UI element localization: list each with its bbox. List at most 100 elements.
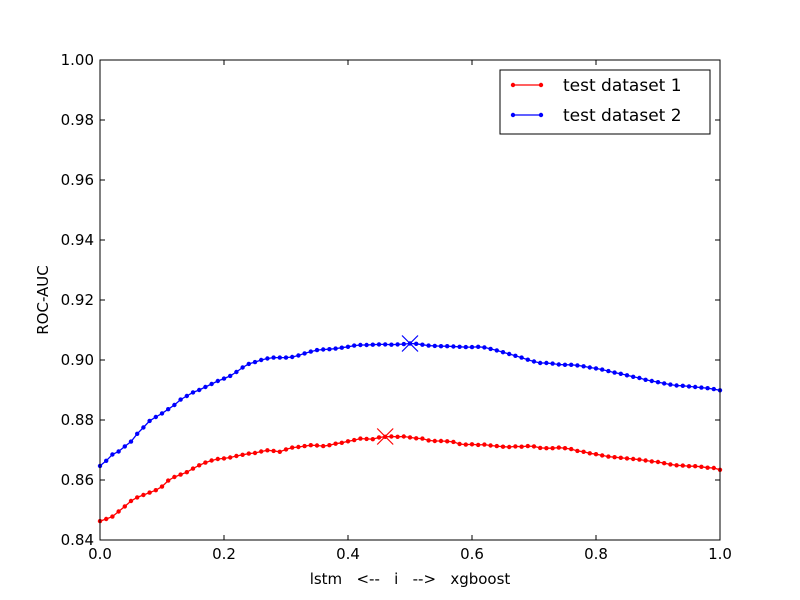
data-point (593, 452, 599, 457)
y-tick-label: 0.84 (61, 531, 94, 549)
data-point (370, 342, 375, 347)
data-point (314, 347, 320, 353)
data-point (128, 498, 134, 504)
data-point (221, 456, 227, 461)
data-point (104, 516, 109, 522)
data-point (259, 357, 264, 363)
data-point (606, 454, 611, 459)
data-point (110, 514, 115, 519)
data-point (488, 346, 493, 352)
data-point (674, 383, 679, 388)
data-point (587, 365, 592, 370)
data-point (500, 350, 506, 355)
data-point (104, 458, 109, 463)
data-point (277, 355, 282, 360)
legend-marker-dataset-1 (510, 82, 516, 88)
data-point (438, 438, 444, 444)
data-point (711, 465, 716, 471)
data-point (135, 495, 140, 500)
data-point (197, 387, 202, 393)
y-tick-label: 0.86 (61, 471, 94, 489)
y-tick-label: 0.98 (61, 111, 94, 129)
data-point (184, 470, 189, 475)
x-tick-label: 0.2 (212, 545, 236, 563)
data-point (624, 373, 630, 378)
data-point (228, 455, 233, 460)
data-point (649, 459, 654, 464)
data-point (296, 353, 301, 358)
data-point (699, 464, 704, 469)
data-point (699, 385, 704, 390)
data-point (476, 344, 481, 349)
data-point (538, 445, 543, 451)
data-point (259, 449, 264, 454)
data-point (228, 373, 233, 379)
data-point (135, 431, 140, 436)
data-point (277, 449, 282, 454)
data-point (618, 455, 623, 460)
x-axis-label: lstm <-- i --> xgboost (310, 570, 511, 588)
data-point (110, 452, 115, 457)
data-point (420, 342, 425, 347)
data-point (513, 353, 518, 358)
data-point (116, 449, 121, 454)
data-point (463, 344, 468, 350)
data-point (339, 440, 344, 445)
best-point-marker-1 (376, 428, 394, 445)
data-point (345, 439, 351, 444)
data-point (674, 463, 679, 468)
data-point (352, 343, 357, 348)
data-point (352, 437, 357, 443)
data-point (562, 362, 568, 367)
data-point (302, 443, 307, 449)
data-point (234, 369, 239, 375)
data-point (209, 458, 214, 463)
data-point (407, 435, 413, 440)
data-point (575, 363, 580, 368)
best-point-marker-2 (401, 335, 419, 352)
legend-marker-dataset-2 (538, 112, 544, 118)
data-point (482, 442, 487, 447)
data-point (308, 349, 313, 354)
data-point (265, 356, 270, 361)
data-point (445, 344, 450, 349)
data-point (668, 382, 673, 387)
data-point (538, 360, 543, 366)
data-point (519, 355, 524, 360)
data-point (283, 447, 289, 452)
legend-item-dataset-2: test dataset 2 (510, 106, 682, 126)
plot-frame (99, 59, 721, 541)
data-point (147, 418, 152, 424)
data-point (711, 386, 716, 392)
data-point (240, 452, 245, 457)
data-point (308, 443, 313, 448)
data-point (376, 342, 382, 347)
data-point (271, 448, 276, 454)
data-point (389, 434, 394, 439)
legend-marker-dataset-1 (538, 82, 544, 88)
data-point (612, 455, 617, 460)
data-point (649, 378, 654, 384)
series-1 (97, 428, 723, 524)
data-point (668, 462, 673, 467)
data-point (587, 451, 592, 456)
data-point (414, 436, 419, 441)
data-point (662, 381, 667, 386)
data-point (525, 443, 530, 449)
data-point (488, 443, 493, 448)
data-point (395, 434, 400, 439)
data-point (370, 437, 375, 442)
data-point (122, 444, 128, 449)
data-point (581, 449, 586, 454)
data-point (166, 478, 171, 483)
data-point (420, 436, 425, 441)
data-point (469, 344, 475, 350)
data-point (600, 453, 605, 458)
x-tick-label: 0.8 (584, 545, 608, 563)
data-point (190, 390, 196, 395)
data-point (525, 357, 530, 362)
data-point (494, 443, 499, 449)
data-point (252, 359, 258, 365)
data-point (507, 444, 512, 450)
data-point (680, 463, 685, 468)
